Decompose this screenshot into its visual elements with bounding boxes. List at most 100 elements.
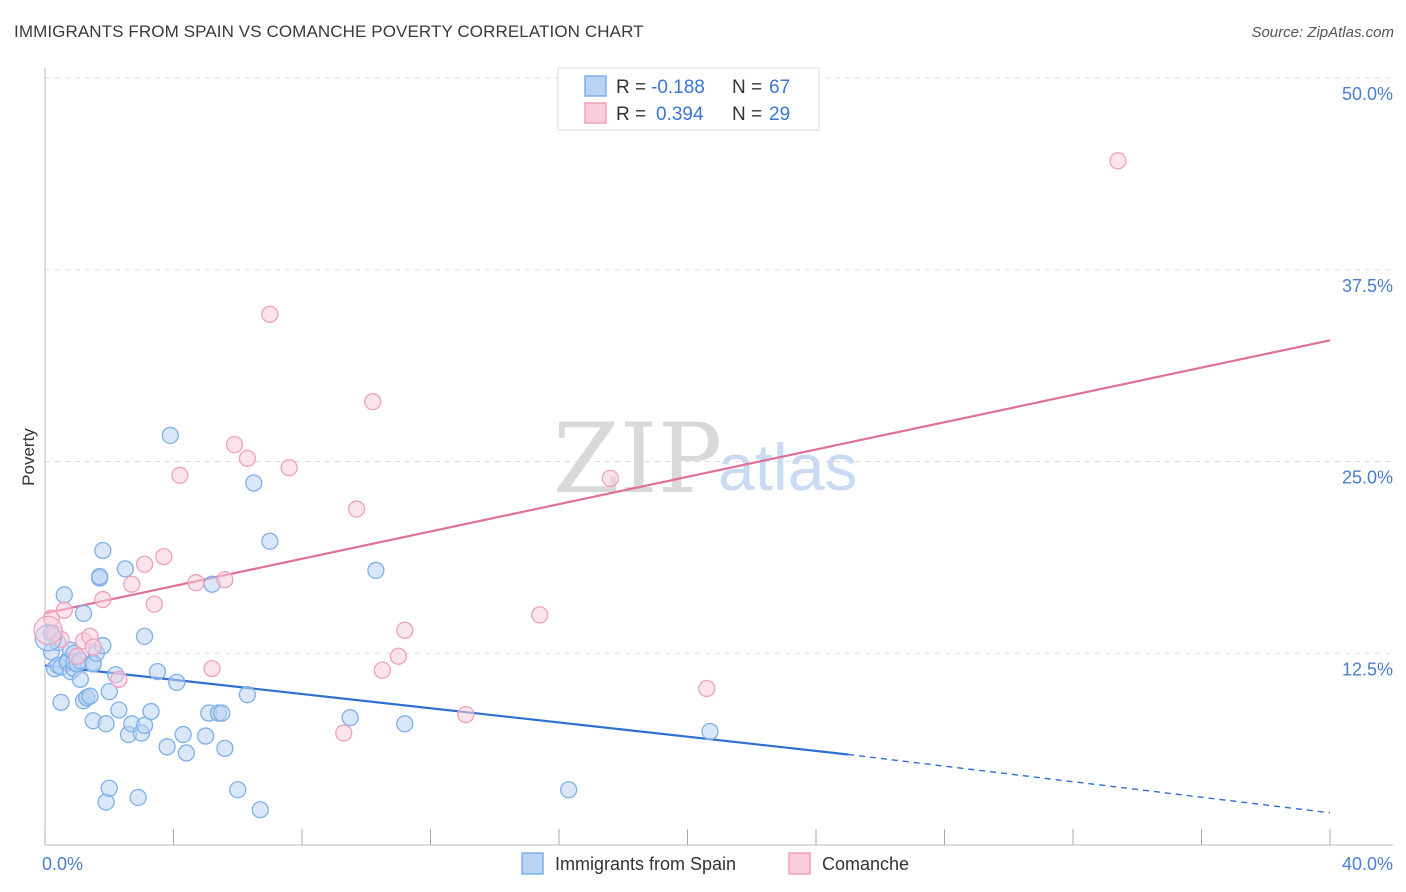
spain-point: [216, 739, 234, 758]
chart-title: IMMIGRANTS FROM SPAIN VS COMANCHE POVERT…: [14, 22, 644, 41]
spain-point: [55, 586, 73, 604]
spain-point: [52, 693, 70, 711]
x-tick-label: 40.0%: [1342, 854, 1393, 874]
comanche-point: [94, 590, 112, 609]
comanche-point: [171, 466, 189, 484]
chart-source: Source: ZipAtlas.com: [1251, 24, 1394, 41]
comanche-point: [457, 705, 475, 724]
y-tick-label: 25.0%: [1342, 468, 1393, 488]
comanche-point: [698, 679, 716, 698]
spain-point: [135, 716, 154, 734]
comanche-point: [364, 393, 382, 411]
comanche-point: [261, 305, 279, 323]
legend-swatch-pink: [584, 102, 607, 124]
spain-point: [129, 788, 147, 807]
comanche-point: [216, 570, 234, 589]
comanche-point: [123, 575, 141, 593]
spain-point: [100, 779, 118, 797]
spain-point: [71, 670, 89, 688]
comanche-point: [110, 670, 128, 688]
spain-point: [261, 532, 279, 550]
watermark: ZIP atlas: [553, 403, 857, 515]
spain-point: [245, 474, 263, 492]
comanche-trend-line: [44, 339, 1331, 615]
spain-point-large: [34, 624, 62, 652]
y-tick-label: 50.0%: [1342, 84, 1393, 104]
spain-point: [168, 673, 186, 692]
legend-n-value-2: 29: [769, 104, 790, 125]
x-tick-label: 0.0%: [42, 854, 83, 874]
comanche-point: [55, 601, 73, 619]
comanche-point-large: [33, 615, 63, 645]
spain-point: [74, 604, 93, 623]
comanche-point: [531, 606, 549, 624]
spain-point: [559, 781, 578, 799]
spain-point: [81, 687, 99, 705]
comanche-point: [601, 469, 620, 488]
comanche-point: [145, 595, 163, 613]
y-axis-label: Poverty: [19, 428, 38, 486]
spain-point: [158, 738, 176, 756]
spain-point: [161, 426, 179, 445]
bottom-legend-label-pink: Comanche: [822, 854, 909, 874]
comanche-point: [280, 458, 298, 477]
comanche-point: [1109, 152, 1127, 170]
spain-point: [97, 715, 115, 733]
legend-r-label-1: R =: [616, 77, 646, 98]
comanche-point: [187, 574, 205, 592]
comanche-point: [84, 638, 102, 656]
legend-n-value-1: 67: [769, 77, 790, 98]
comanche-point: [373, 661, 391, 679]
spain-point: [701, 722, 719, 741]
spain-point: [341, 709, 359, 727]
spain-point: [177, 744, 196, 762]
bottom-legend-swatch-pink: [788, 852, 811, 875]
spain-point: [135, 627, 154, 646]
y-tick-label: 12.5%: [1342, 659, 1393, 679]
comanche-point: [238, 449, 257, 468]
comanche-point: [335, 724, 353, 742]
spain-point: [396, 715, 414, 733]
axes-layer: 12.5% 25.0% 37.5% 50.0% 0.0% 40.0%: [42, 68, 1393, 874]
spain-point: [213, 704, 231, 722]
comanche-point: [347, 500, 366, 518]
legend-n-label-2: N =: [732, 104, 762, 125]
watermark-zip: ZIP: [553, 403, 722, 515]
comanche-point: [396, 621, 414, 639]
bottom-legend-swatch-blue: [521, 852, 544, 875]
spain-point: [238, 686, 257, 704]
comanche-point: [68, 647, 86, 665]
spain-point: [174, 725, 192, 744]
spain-trend-extension: [848, 753, 1331, 814]
spain-point: [367, 561, 385, 580]
comanche-point: [389, 647, 408, 665]
legend-n-label-1: N =: [732, 77, 762, 98]
spain-point: [90, 567, 109, 586]
spain-point: [142, 702, 160, 721]
grid-layer: [45, 77, 1393, 654]
spain-point: [251, 801, 269, 819]
stats-legend: R = -0.188 N = 67 R = 0.394 N = 29: [557, 67, 820, 131]
comanche-point: [135, 555, 154, 573]
comanche-point: [225, 435, 244, 454]
spain-point: [116, 560, 134, 578]
legend-r-value-2: 0.394: [656, 104, 704, 125]
legend-r-value-1: -0.188: [651, 77, 705, 98]
spain-point: [148, 663, 167, 681]
bottom-legend-label-blue: Immigrants from Spain: [555, 854, 736, 874]
watermark-atlas: atlas: [718, 430, 857, 504]
spain-point: [229, 781, 247, 799]
spain-point: [100, 682, 118, 701]
spain-point: [94, 541, 112, 560]
y-tick-label: 37.5%: [1342, 276, 1393, 296]
legend-r-label-2: R =: [616, 104, 646, 125]
comanche-point: [203, 659, 221, 678]
points-layer: [33, 152, 1127, 819]
spain-point: [110, 701, 128, 719]
comanche-point: [155, 547, 173, 566]
series-legend: Immigrants from Spain Comanche: [521, 852, 909, 875]
spain-point: [196, 727, 215, 745]
legend-swatch-blue: [584, 75, 607, 97]
